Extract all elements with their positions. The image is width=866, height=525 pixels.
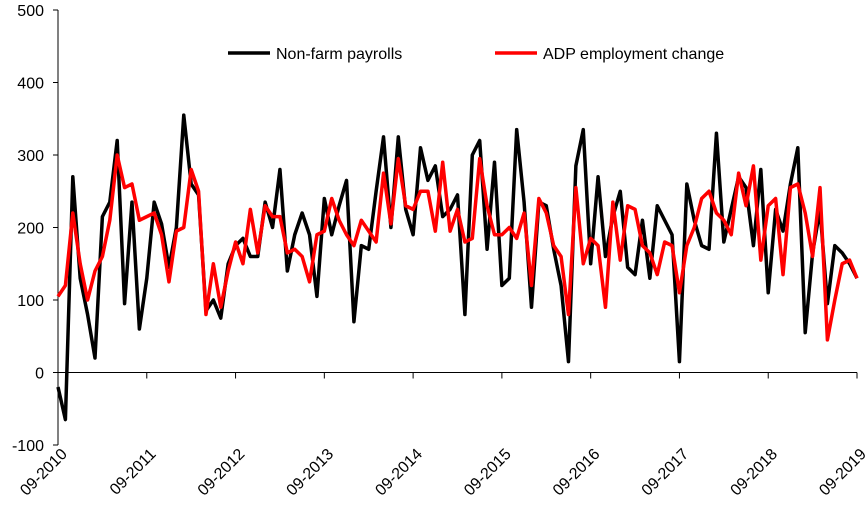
y-tick-label: -100 bbox=[12, 438, 44, 455]
y-tick-label: 200 bbox=[17, 221, 44, 238]
series-line bbox=[56, 153, 859, 342]
series-line bbox=[56, 113, 859, 422]
y-tick-label: 0 bbox=[35, 366, 44, 383]
legend-label: Non-farm payrolls bbox=[276, 46, 402, 63]
y-tick-label: 300 bbox=[17, 148, 44, 165]
y-tick-label: 400 bbox=[17, 76, 44, 93]
y-tick-label: 500 bbox=[17, 3, 44, 20]
y-tick-label: 100 bbox=[17, 293, 44, 310]
legend-label: ADP employment change bbox=[543, 46, 724, 63]
